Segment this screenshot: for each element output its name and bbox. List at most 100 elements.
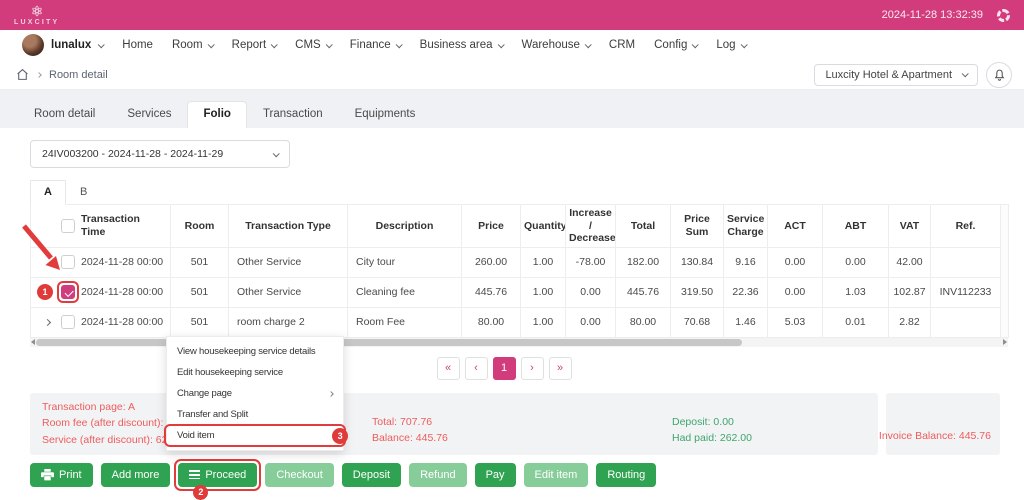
table-row: 2024-11-28 00:00 501 Other Service City … <box>30 246 1001 278</box>
chevron-down-icon <box>692 40 700 48</box>
top-bar: LUXCITY 2024-11-28 13:32:39 <box>0 0 1024 30</box>
breadcrumb: Room detail <box>16 68 108 81</box>
chevron-down-icon <box>325 40 333 48</box>
edit-item-button[interactable]: Edit item <box>523 462 589 487</box>
chevron-down-icon <box>584 40 592 48</box>
summary-service: Service (after discount): 627.76 <box>42 433 188 446</box>
refund-button[interactable]: Refund <box>409 462 467 487</box>
brand-name: LUXCITY <box>14 19 60 26</box>
deposit-button[interactable]: Deposit <box>341 462 402 487</box>
nav-item-business-area[interactable]: Business area <box>420 39 505 51</box>
scroll-left-arrow-icon[interactable] <box>31 339 35 346</box>
nav-item-report[interactable]: Report <box>232 39 278 51</box>
folio-tab-a[interactable]: A <box>30 180 66 205</box>
nav-item-cms[interactable]: CMS <box>295 39 333 51</box>
chevron-down-icon <box>272 149 280 157</box>
folio-select[interactable]: 24IV003200 - 2024-11-28 - 2024-11-29 <box>30 140 290 168</box>
chevron-down-icon <box>740 40 748 48</box>
chevron-right-icon <box>36 71 42 78</box>
row-checkbox[interactable] <box>61 315 75 330</box>
summary-box: Transaction page: A Room fee (after disc… <box>30 392 878 455</box>
nav-item-log[interactable]: Log <box>716 39 748 51</box>
notifications-button[interactable] <box>986 61 1012 88</box>
row-checkbox-checked[interactable] <box>61 285 75 300</box>
menu-item-void-item[interactable]: Void item 3 <box>164 424 348 447</box>
nav-item-finance[interactable]: Finance <box>350 39 403 51</box>
pay-button[interactable]: Pay <box>474 462 516 487</box>
menu-item-change-page[interactable]: Change page <box>167 383 343 404</box>
menu-item-view-housekeeping[interactable]: View housekeeping service details <box>177 346 316 357</box>
annotation-step2-badge: 2 <box>193 484 209 500</box>
folio-page-tabs: A B <box>30 180 1024 205</box>
horizontal-scrollbar-thumb[interactable] <box>36 338 742 346</box>
context-menu: View housekeeping service details Edit h… <box>164 336 348 451</box>
printer-icon <box>41 468 54 481</box>
nav-item-warehouse[interactable]: Warehouse <box>522 39 592 51</box>
menu-item-edit-housekeeping[interactable]: Edit housekeeping service <box>177 367 283 378</box>
menu-icon <box>189 470 201 480</box>
page-tab-strip: Room detail Services Folio Transaction E… <box>0 90 1024 128</box>
chevron-down-icon <box>270 40 278 48</box>
proceed-button[interactable]: Proceed <box>178 462 258 487</box>
main-navbar: lunalux Home Room Report CMS Finance Bus… <box>0 30 1024 60</box>
summary-room-fee: Room fee (after discount): 80.00 <box>42 417 193 430</box>
brand-logo[interactable]: LUXCITY <box>14 4 59 26</box>
nav-item-config[interactable]: Config <box>654 39 700 51</box>
nav-item-crm[interactable]: CRM <box>608 39 636 51</box>
pagination-page-1[interactable]: 1 <box>492 356 516 380</box>
summary-had-paid: Had paid: 262.00 <box>672 432 752 445</box>
annotation-step3-badge: 3 <box>332 427 348 444</box>
breadcrumb-current: Room detail <box>49 68 108 81</box>
chevron-down-icon <box>395 40 403 48</box>
tab-services[interactable]: Services <box>127 108 172 120</box>
chevron-down-icon <box>497 40 505 48</box>
transactions-table-zone: Transaction Time Room Transaction Type D… <box>30 204 1024 338</box>
hotel-select[interactable]: Luxcity Hotel & Apartment <box>814 63 978 86</box>
action-buttons: Print Add more Proceed 2 Checkout Deposi… <box>30 458 1024 500</box>
transaction-time: 2024-11-28 00:00 <box>81 316 164 329</box>
select-all-checkbox[interactable] <box>60 218 75 233</box>
pagination: « ‹ 1 › » <box>0 356 1008 380</box>
pagination-prev-button[interactable]: ‹ <box>464 356 488 380</box>
chevron-down-icon <box>97 40 106 48</box>
scroll-right-arrow-icon[interactable] <box>1003 339 1007 346</box>
print-button[interactable]: Print <box>30 462 93 487</box>
annotation-step1-badge: 1 <box>37 284 53 301</box>
annotation-box-step1: 1 <box>37 281 79 304</box>
tab-transaction[interactable]: Transaction <box>262 108 323 120</box>
summary-balance: Balance: 445.76 <box>372 432 448 445</box>
avatar <box>22 34 44 56</box>
summary-total: Total: 707.76 <box>372 415 433 428</box>
pagination-last-button[interactable]: » <box>548 356 572 380</box>
table-header-row: Transaction Time Room Transaction Type D… <box>30 204 1001 248</box>
horizontal-scrollbar[interactable] <box>30 337 1008 347</box>
user-menu[interactable]: lunalux <box>22 34 106 56</box>
vertical-scrollbar-gutter[interactable] <box>1001 204 1009 338</box>
home-icon[interactable] <box>16 68 29 81</box>
tab-folio[interactable]: Folio <box>187 101 247 128</box>
row-expand-chevron-icon[interactable] <box>39 318 55 326</box>
checkout-button[interactable]: Checkout <box>265 462 334 487</box>
row-checkbox[interactable] <box>61 255 75 270</box>
tab-room-detail[interactable]: Room detail <box>34 108 96 120</box>
user-name: lunalux <box>51 39 92 51</box>
folio-panel: 24IV003200 - 2024-11-28 - 2024-11-29 A B… <box>0 140 1024 500</box>
add-more-button[interactable]: Add more <box>100 462 171 487</box>
pagination-first-button[interactable]: « <box>436 356 460 380</box>
folio-tab-b[interactable]: B <box>79 186 88 198</box>
tab-equipments[interactable]: Equipments <box>354 108 416 120</box>
submenu-chevron-right-icon <box>328 390 334 397</box>
summary-deposit: Deposit: 0.00 <box>672 415 734 428</box>
transaction-time: 2024-11-28 00:00 <box>81 286 164 299</box>
pagination-next-button[interactable]: › <box>520 356 544 380</box>
menu-item-transfer-split[interactable]: Transfer and Split <box>177 409 249 420</box>
settings-gear-icon[interactable] <box>997 8 1010 22</box>
bell-icon <box>994 69 1004 81</box>
routing-button[interactable]: Routing <box>596 462 657 487</box>
current-datetime: 2024-11-28 13:32:39 <box>881 9 983 21</box>
breadcrumb-bar: Room detail Luxcity Hotel & Apartment <box>0 60 1024 90</box>
nav-item-home[interactable]: Home <box>122 39 153 51</box>
table-row-selected: 1 2024-11-28 00:00 501 Other Service Cle… <box>30 276 1001 308</box>
nav-item-room[interactable]: Room <box>172 39 215 51</box>
invoice-balance-box: Invoice Balance: 445.76 <box>879 392 1000 455</box>
